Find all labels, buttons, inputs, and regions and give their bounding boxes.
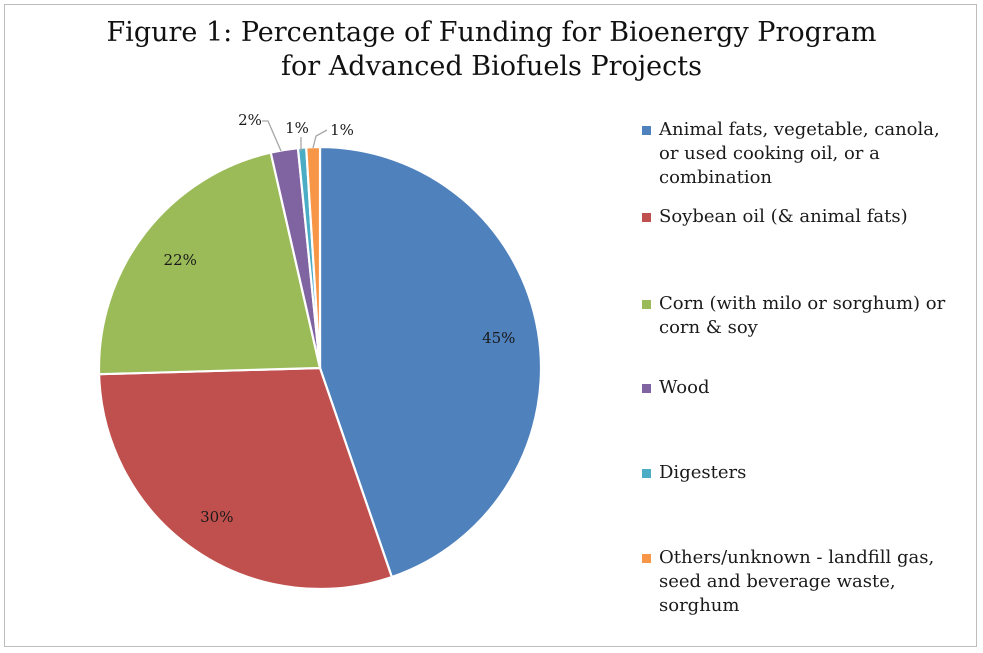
- legend-swatch: [642, 384, 651, 393]
- pie-slice-animal-fats-vegetable-canola-or-used-coo: [318, 145, 543, 579]
- data-label-animal-fats-vegetable-canola-or-used-coo: 45%: [482, 329, 515, 347]
- legend-label: Others/unknown - landfill gas, seed and …: [659, 547, 935, 616]
- pie-slice-soybean-oil-animal-fats: [97, 366, 393, 591]
- chart-title-line-1: Figure 1: Percentage of Funding for Bioe…: [106, 17, 877, 48]
- legend-label: Digesters: [659, 462, 747, 483]
- data-label-digesters: 1%: [285, 119, 309, 137]
- legend-label: Soybean oil (& animal fats): [659, 206, 908, 227]
- legend-item-animal-fats-vegetable-canola-or-used-coo: Animal fats, vegetable, canola, or used …: [642, 118, 962, 190]
- data-label-wood: 2%: [238, 111, 262, 129]
- legend-item-others-unknown-landfill-gas-seed-and-bev: Others/unknown - landfill gas, seed and …: [642, 546, 962, 618]
- legend-swatch: [642, 300, 651, 309]
- chart-title: Figure 1: Percentage of Funding for Bioe…: [0, 16, 983, 84]
- data-label-others-unknown-landfill-gas-seed-and-bev: 1%: [330, 121, 354, 139]
- legend-item-corn-with-milo-or-sorghum-or-corn-soy: Corn (with milo or sorghum) or corn & so…: [642, 292, 962, 340]
- pie-leader-lines: [262, 120, 328, 152]
- legend-item-soybean-oil-animal-fats: Soybean oil (& animal fats): [642, 205, 962, 229]
- legend-label: Corn (with milo or sorghum) or corn & so…: [659, 293, 946, 338]
- legend-label: Wood: [659, 377, 710, 398]
- leader-line-others-unknown-landfill-gas-seed-and-bev: [312, 129, 328, 149]
- data-label-soybean-oil-animal-fats: 30%: [200, 508, 233, 526]
- legend-item-digesters: Digesters: [642, 461, 962, 485]
- data-label-corn-with-milo-or-sorghum-or-corn-soy: 22%: [164, 251, 197, 269]
- pie-slice-corn-with-milo-or-sorghum-or-corn-soy: [97, 151, 322, 376]
- legend-item-wood: Wood: [642, 376, 962, 400]
- chart-frame: [4, 4, 977, 647]
- pie-slices: [97, 145, 543, 591]
- chart-title-line-2: for Advanced Biofuels Projects: [281, 51, 702, 82]
- legend-swatch: [642, 554, 651, 563]
- legend-swatch: [642, 469, 651, 478]
- pie-data-labels: 45% 30% 22% 2% 1% 1%: [164, 111, 516, 526]
- leader-line-wood: [262, 120, 282, 152]
- legend-label: Animal fats, vegetable, canola, or used …: [659, 119, 940, 188]
- legend-swatch: [642, 213, 651, 222]
- legend-swatch: [642, 126, 651, 135]
